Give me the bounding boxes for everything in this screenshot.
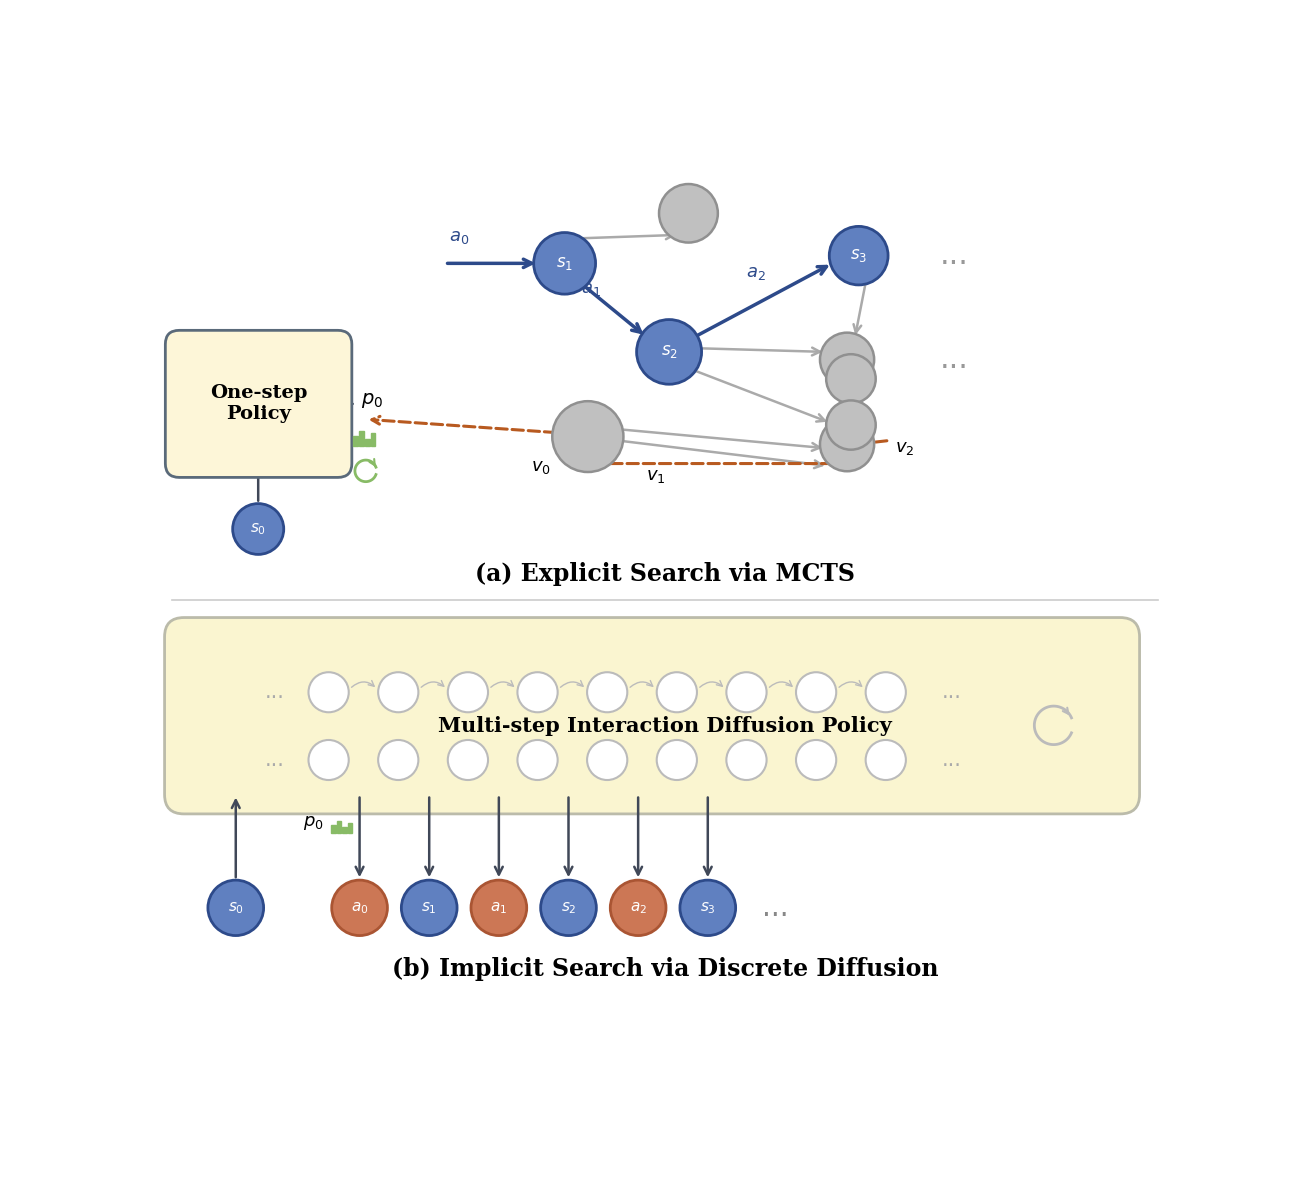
Text: One-step
Policy: One-step Policy <box>210 384 308 424</box>
Circle shape <box>378 672 418 713</box>
Circle shape <box>518 740 558 780</box>
Circle shape <box>820 418 874 472</box>
Circle shape <box>659 184 718 242</box>
FancyBboxPatch shape <box>165 330 352 478</box>
Text: ...: ... <box>940 241 968 270</box>
Text: ...: ... <box>762 894 789 922</box>
Circle shape <box>471 880 527 936</box>
Circle shape <box>636 319 702 384</box>
Bar <box>353 437 358 446</box>
Circle shape <box>796 672 836 713</box>
Bar <box>343 827 347 833</box>
Text: $p_0$: $p_0$ <box>302 814 323 832</box>
Circle shape <box>541 880 596 936</box>
Circle shape <box>378 740 418 780</box>
Circle shape <box>332 880 387 936</box>
Text: ...: ... <box>941 683 962 702</box>
Text: ...: ... <box>265 683 284 702</box>
Circle shape <box>309 740 349 780</box>
Text: $a_1$: $a_1$ <box>582 281 601 299</box>
Text: $s_3$: $s_3$ <box>700 900 715 916</box>
Circle shape <box>866 672 906 713</box>
Bar <box>348 823 352 833</box>
Circle shape <box>587 672 627 713</box>
Text: $s_0$: $s_0$ <box>227 900 244 916</box>
Bar <box>331 826 336 833</box>
Circle shape <box>727 672 767 713</box>
Circle shape <box>866 740 906 780</box>
Circle shape <box>518 672 558 713</box>
Circle shape <box>610 880 666 936</box>
Text: (b) Implicit Search via Discrete Diffusion: (b) Implicit Search via Discrete Diffusi… <box>392 958 938 982</box>
Text: $a_0$: $a_0$ <box>350 900 369 916</box>
Circle shape <box>829 227 888 284</box>
Text: $s_0$: $s_0$ <box>251 521 266 536</box>
Circle shape <box>727 740 767 780</box>
Text: $s_2$: $s_2$ <box>561 900 576 916</box>
Text: $s_1$: $s_1$ <box>556 254 574 272</box>
Circle shape <box>552 401 623 472</box>
Text: $a_0$: $a_0$ <box>449 228 469 246</box>
Text: $a_1$: $a_1$ <box>491 900 508 916</box>
Circle shape <box>448 740 488 780</box>
Circle shape <box>657 672 697 713</box>
Text: (a) Explicit Search via MCTS: (a) Explicit Search via MCTS <box>475 562 855 586</box>
Text: $s_1$: $s_1$ <box>422 900 437 916</box>
Bar <box>336 821 341 833</box>
Text: $s_2$: $s_2$ <box>661 343 678 360</box>
Text: ...: ... <box>265 750 284 770</box>
Text: $a_2$: $a_2$ <box>630 900 646 916</box>
Circle shape <box>827 401 876 450</box>
Circle shape <box>401 880 457 936</box>
Circle shape <box>533 233 596 294</box>
Circle shape <box>827 354 876 403</box>
Circle shape <box>820 332 874 386</box>
Bar <box>365 438 370 446</box>
Text: $s_3$: $s_3$ <box>850 247 867 264</box>
Circle shape <box>587 740 627 780</box>
Circle shape <box>232 504 284 554</box>
Circle shape <box>448 672 488 713</box>
Text: ...: ... <box>941 750 962 770</box>
Text: $a_2$: $a_2$ <box>746 264 766 282</box>
Bar <box>371 433 375 446</box>
Circle shape <box>796 740 836 780</box>
Circle shape <box>657 740 697 780</box>
Text: $v_2$: $v_2$ <box>896 439 915 457</box>
Text: ...: ... <box>940 346 968 374</box>
Text: $v_1$: $v_1$ <box>646 468 666 486</box>
Text: $v_0$: $v_0$ <box>531 458 552 476</box>
Circle shape <box>680 880 736 936</box>
Circle shape <box>309 672 349 713</box>
Circle shape <box>208 880 263 936</box>
FancyBboxPatch shape <box>165 618 1140 814</box>
Text: Multi-step Interaction Diffusion Policy: Multi-step Interaction Diffusion Policy <box>439 716 892 736</box>
Text: $p_0$: $p_0$ <box>361 390 383 409</box>
Bar <box>360 431 363 446</box>
